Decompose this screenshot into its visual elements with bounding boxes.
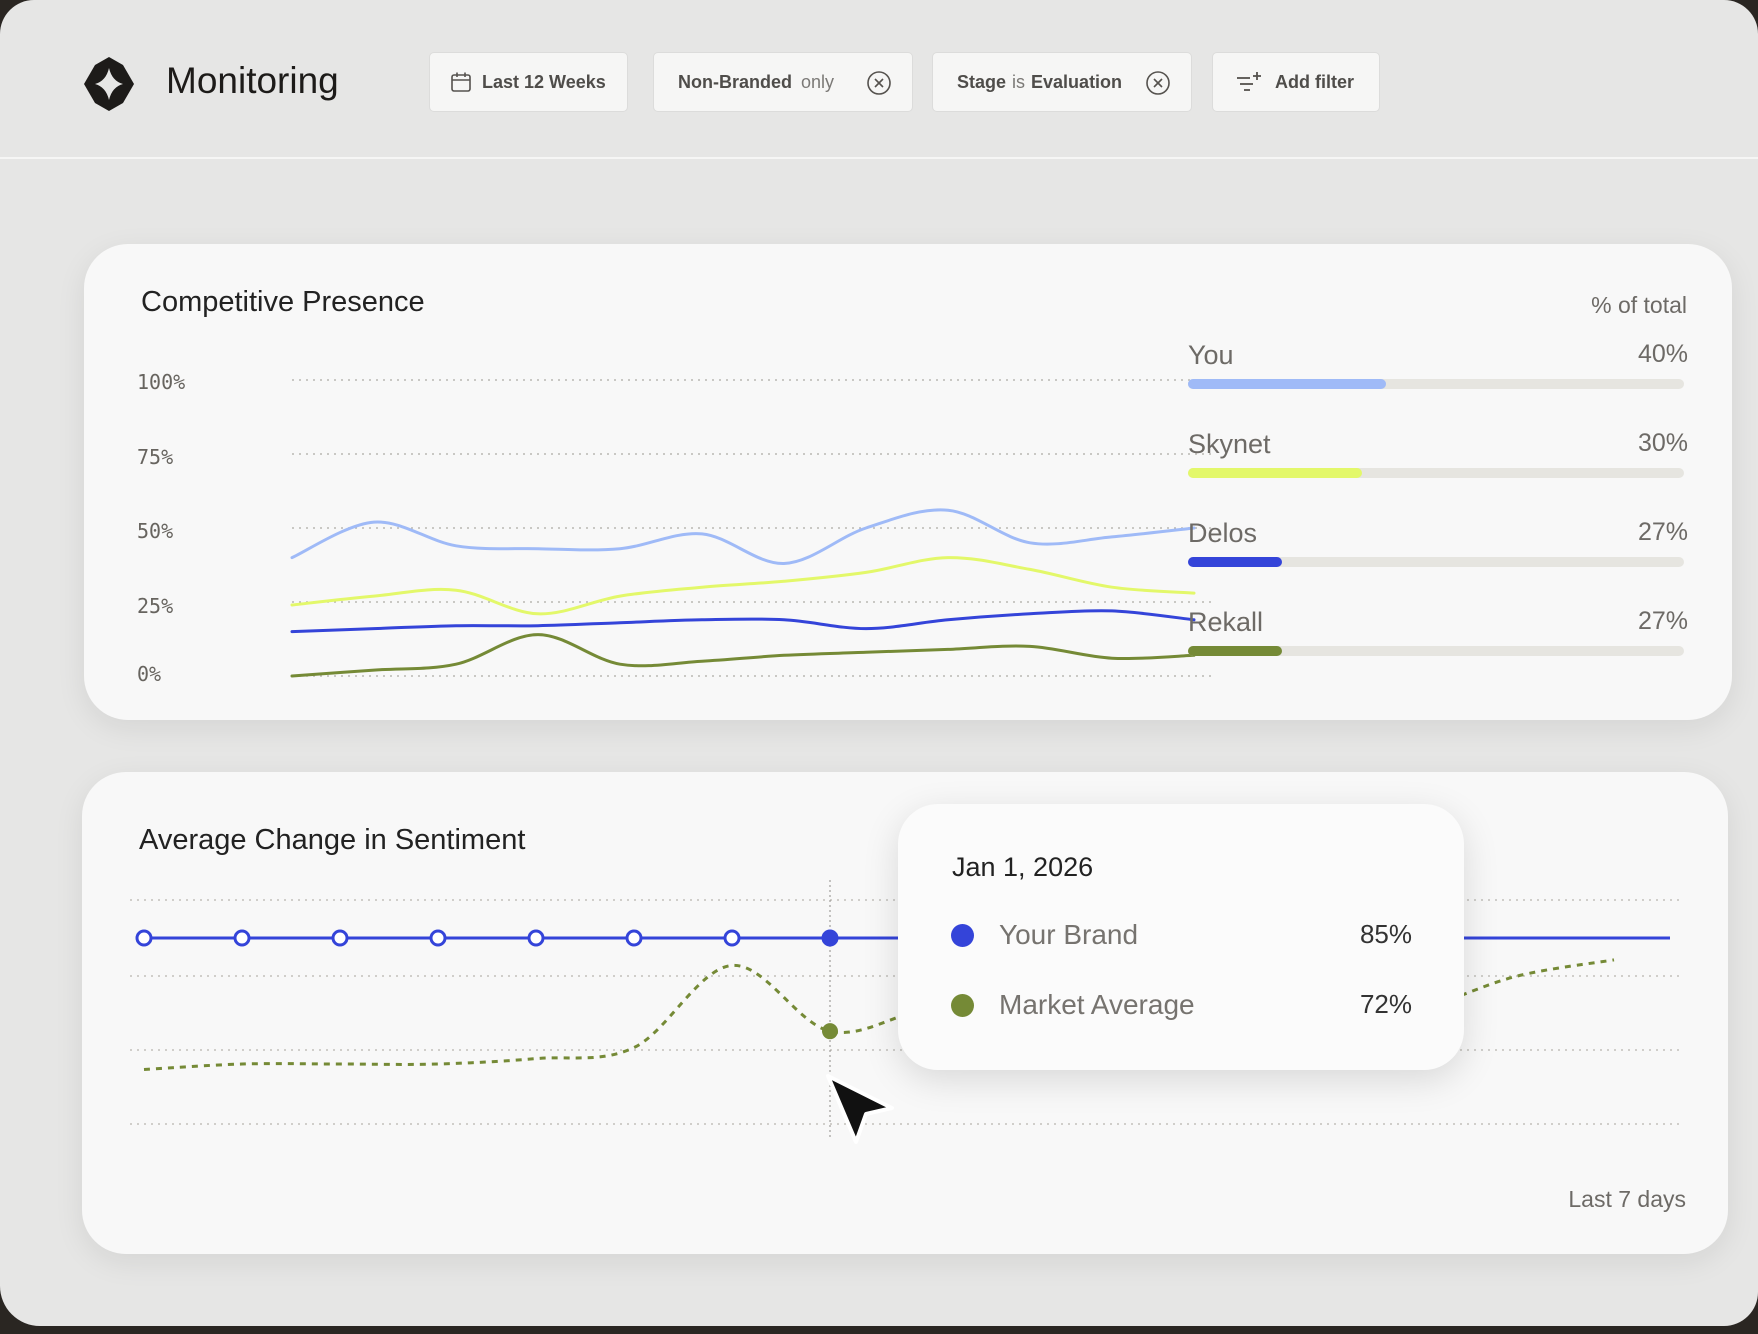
share-bar-track: [1188, 468, 1684, 478]
date-range-filter[interactable]: Last 12 Weeks: [429, 52, 628, 112]
top-bar: Monitoring Last 12 Weeks Non-Branded onl…: [0, 0, 1758, 159]
legend-row-delos: Delos 27%: [1188, 518, 1688, 598]
legend-name: Skynet: [1188, 429, 1271, 459]
y-tick-label: 50%: [137, 519, 174, 543]
close-icon[interactable]: [1145, 70, 1171, 96]
tooltip-series-name: Your Brand: [999, 919, 1139, 950]
competitive-presence-card: Competitive Presence % of total 100% 75%…: [84, 244, 1732, 720]
data-point[interactable]: [233, 929, 251, 947]
series-dot: [951, 924, 974, 947]
share-bar-fill: [1188, 468, 1362, 478]
branded-filter-qualifier: only: [801, 71, 835, 92]
calendar-icon: [450, 71, 472, 93]
legend-row-you: You 40%: [1188, 340, 1688, 420]
stage-filter-chip[interactable]: Stage is Evaluation: [932, 52, 1192, 112]
stage-filter-value: Evaluation: [1031, 71, 1123, 92]
y-tick-label: 75%: [137, 445, 174, 469]
legend-value: 40%: [1637, 340, 1688, 368]
data-point[interactable]: [429, 929, 447, 947]
legend-value: 27%: [1637, 518, 1688, 546]
tooltip-date: Jan 1, 2026: [952, 852, 1094, 882]
y-tick-label: 100%: [137, 370, 186, 394]
share-bar-fill: [1188, 379, 1387, 389]
series-line-skynet: [290, 556, 1196, 616]
legend-name: You: [1188, 340, 1234, 370]
legend-value: 27%: [1637, 607, 1688, 635]
y-tick-label: 25%: [137, 594, 174, 618]
share-bar-fill: [1188, 646, 1283, 656]
close-icon[interactable]: [866, 70, 892, 96]
unit-label: % of total: [1591, 292, 1687, 318]
series-line-you: [290, 508, 1196, 566]
tooltip-series-value: 72%: [1359, 989, 1412, 1019]
y-tick-label: 0%: [137, 662, 162, 686]
data-point[interactable]: [135, 929, 153, 947]
data-point[interactable]: [821, 929, 839, 947]
tooltip-series-name: Market Average: [999, 989, 1195, 1020]
sentiment-title: Average Change in Sentiment: [139, 824, 526, 856]
branded-filter-chip[interactable]: Non-Branded only: [653, 52, 913, 112]
competitive-line-chart: [290, 379, 1216, 678]
legend-value: 30%: [1637, 429, 1688, 457]
series-line-market-average: [143, 958, 1615, 1071]
mouse-cursor-icon: [826, 1074, 894, 1144]
share-bar-track: [1188, 646, 1684, 656]
chart-tooltip: Jan 1, 2026 Your Brand 85% Market Averag…: [898, 804, 1464, 1070]
page-title: Monitoring: [166, 60, 339, 101]
add-filter-button[interactable]: Add filter: [1212, 52, 1380, 112]
legend-row-rekall: Rekall 27%: [1188, 607, 1688, 687]
stage-filter-field: Stage: [957, 71, 1007, 92]
star-logo-icon: [84, 57, 134, 111]
series-line-rekall: [290, 633, 1196, 678]
data-point[interactable]: [625, 929, 643, 947]
date-range-label: Last 12 Weeks: [482, 71, 606, 92]
legend-name: Rekall: [1188, 607, 1264, 637]
series-dot: [951, 994, 974, 1017]
legend-row-skynet: Skynet 30%: [1188, 429, 1688, 509]
competitive-presence-title: Competitive Presence: [141, 286, 425, 318]
add-filter-label: Add filter: [1275, 71, 1354, 92]
share-bar-track: [1188, 379, 1684, 389]
tooltip-series-value: 85%: [1359, 919, 1412, 949]
branded-filter-label: Non-Branded: [678, 71, 792, 92]
share-bar-fill: [1188, 557, 1283, 567]
add-filter-icon: [1235, 71, 1263, 95]
data-point[interactable]: [331, 929, 349, 947]
data-point[interactable]: [723, 929, 741, 947]
series-line-delos: [290, 609, 1196, 634]
time-range-label: Last 7 days: [1568, 1186, 1686, 1212]
legend-name: Delos: [1188, 518, 1258, 548]
data-point[interactable]: [527, 929, 545, 947]
data-point[interactable]: [822, 1023, 838, 1040]
stage-filter-operator: is: [1012, 71, 1026, 92]
share-bar-track: [1188, 557, 1684, 567]
